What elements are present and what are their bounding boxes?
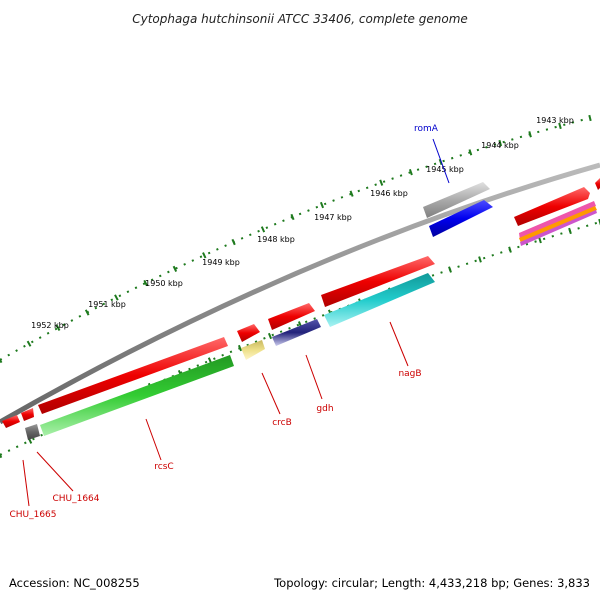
ruler-label: 1945 kbp bbox=[426, 165, 464, 174]
scale-tick bbox=[267, 332, 273, 340]
forward-strand-genes[interactable] bbox=[2, 178, 600, 428]
leader-crcB bbox=[261, 372, 281, 415]
leader-CHU_1664 bbox=[36, 451, 74, 492]
scale-tick bbox=[498, 139, 503, 147]
ruler-label: 1944 kbp bbox=[481, 141, 519, 150]
gene-arrow-gdh-forward[interactable] bbox=[268, 303, 315, 330]
leader-rcsC bbox=[145, 418, 162, 461]
scale-tick bbox=[478, 256, 482, 263]
outer-scale-ticks bbox=[0, 114, 592, 364]
gene-arrow-upper-right[interactable] bbox=[514, 187, 590, 226]
scale-tick bbox=[55, 324, 61, 331]
leader-nagB bbox=[389, 321, 409, 367]
scale-tick bbox=[379, 179, 384, 186]
scale-tick bbox=[231, 238, 236, 246]
gene-arrow-multicolor-stripe[interactable] bbox=[519, 206, 597, 243]
scale-tick bbox=[588, 114, 592, 122]
ruler-label: 1946 kbp bbox=[370, 189, 408, 198]
scale-tick bbox=[260, 226, 266, 233]
gene-arrow-CHU_1665-forward[interactable] bbox=[2, 415, 20, 428]
scale-tick bbox=[114, 294, 119, 301]
scale-tick bbox=[319, 201, 325, 209]
gene-label-CHU_1665[interactable]: CHU_1665 bbox=[9, 510, 56, 520]
gene-arrow-rcsC[interactable] bbox=[40, 355, 234, 436]
label-leaders bbox=[22, 138, 450, 507]
gene-label-gdh[interactable]: gdh bbox=[316, 404, 333, 414]
accession-text: Accession: NC_008255 bbox=[9, 576, 140, 590]
scale-tick bbox=[202, 252, 207, 259]
scale-tick bbox=[528, 131, 532, 138]
gene-label-rcsC[interactable]: rcsC bbox=[154, 462, 173, 472]
map-title: Cytophaga hutchinsonii ATCC 33406, compl… bbox=[132, 12, 468, 26]
gene-arrow-romA[interactable] bbox=[429, 200, 493, 237]
scale-tick bbox=[538, 236, 542, 244]
ruler-label: 1952 kbp bbox=[31, 321, 69, 330]
gene-labels: romA nagB gdh crcB rcsC CHU_1664 CHU_166… bbox=[9, 124, 438, 520]
scale-tick bbox=[508, 246, 512, 253]
gene-arrow-nagB[interactable] bbox=[324, 273, 435, 327]
scale-tick bbox=[438, 158, 443, 166]
gene-arrow-multicolor-stripe2[interactable] bbox=[520, 210, 597, 246]
ruler-label: 1947 kbp bbox=[314, 213, 352, 222]
outer-scale-arc bbox=[0, 117, 591, 361]
gene-arrow-CHU_1664-forward[interactable] bbox=[21, 408, 34, 421]
scale-tick bbox=[26, 340, 32, 347]
ruler-label: 1951 kbp bbox=[88, 300, 126, 309]
gene-arrow-CHU_1664[interactable] bbox=[25, 424, 40, 440]
scale-tick bbox=[408, 168, 413, 176]
scale-tick bbox=[0, 452, 3, 459]
leader-gdh bbox=[305, 354, 323, 400]
gene-arrow-rcsC-forward[interactable] bbox=[38, 337, 228, 414]
reverse-strand-genes[interactable] bbox=[25, 200, 597, 440]
scale-tick bbox=[290, 213, 295, 221]
scale-tick bbox=[143, 279, 148, 287]
inner-scale-ticks bbox=[0, 218, 600, 459]
scale-tick bbox=[237, 344, 243, 352]
gene-arrow-gdh[interactable] bbox=[272, 319, 321, 346]
gene-arrow-far-right-top[interactable] bbox=[595, 178, 600, 190]
ruler-label: 1943 kbp bbox=[536, 116, 574, 125]
ruler-label: 1948 kbp bbox=[257, 235, 295, 244]
scale-tick bbox=[558, 122, 562, 130]
scale-tick bbox=[172, 265, 178, 273]
ruler-label: 1950 kbp bbox=[145, 279, 183, 288]
genome-summary-text: Topology: circular; Length: 4,433,218 bp… bbox=[274, 576, 590, 590]
gene-arrow-romA-grey[interactable] bbox=[423, 182, 490, 218]
scale-tick bbox=[349, 190, 354, 197]
inner-scale-arc bbox=[0, 221, 600, 456]
leader-romA bbox=[432, 138, 450, 184]
scale-tick bbox=[0, 357, 3, 364]
gene-arrow-nagB-forward[interactable] bbox=[321, 256, 435, 307]
scale-tick bbox=[568, 227, 572, 235]
gene-arrow-crcB-forward[interactable] bbox=[237, 324, 260, 342]
ruler-labels: 1943 kbp 1944 kbp 1945 kbp 1946 kbp 1947… bbox=[31, 116, 574, 330]
leader-CHU_1665 bbox=[22, 459, 30, 507]
scale-tick bbox=[598, 218, 600, 226]
genome-backbone bbox=[0, 162, 600, 425]
scale-tick bbox=[84, 309, 90, 316]
scale-tick bbox=[468, 149, 473, 156]
gene-label-nagB[interactable]: nagB bbox=[398, 369, 421, 379]
gene-arrow-crcB[interactable] bbox=[241, 340, 265, 360]
scale-tick bbox=[448, 266, 452, 273]
gene-label-crcB[interactable]: crcB bbox=[272, 418, 292, 428]
gene-label-CHU_1664[interactable]: CHU_1664 bbox=[52, 494, 99, 504]
gene-label-romA[interactable]: romA bbox=[414, 124, 439, 134]
ruler-label: 1949 kbp bbox=[202, 258, 240, 267]
